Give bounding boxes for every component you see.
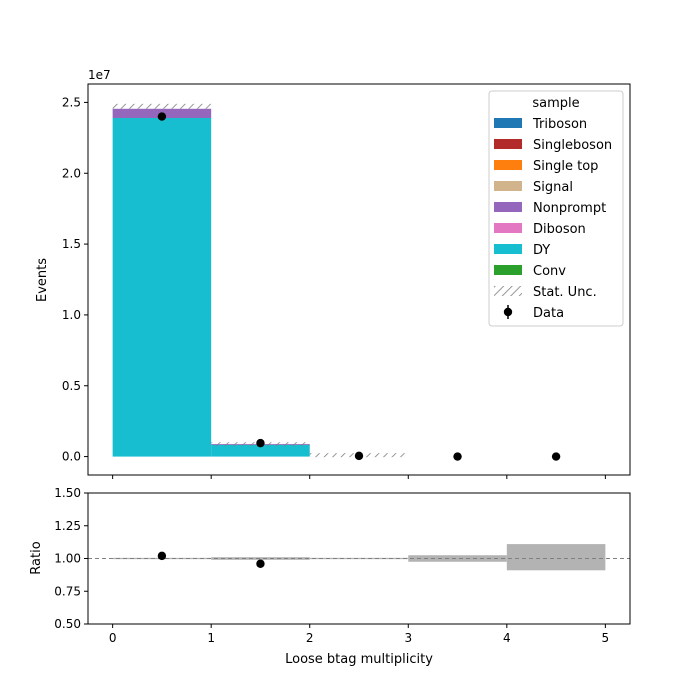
ratio-y-tick-label-3: 1.25 [54, 519, 81, 533]
x-tick-label-1: 1 [207, 631, 215, 645]
legend-swatch-conv [494, 265, 522, 275]
ratio-y-tick-label-4: 1.50 [54, 486, 81, 500]
legend-entry-triboson: Triboson [494, 117, 587, 132]
legend-entry-diboson: Diboson [494, 222, 586, 237]
x-axis-label: Loose btag multiplicity [285, 652, 433, 667]
ratio-y-tick-label-2: 1.00 [54, 552, 81, 566]
legend-entry-single-top: Single top [494, 159, 598, 174]
stack-bars [112, 108, 310, 457]
x-tick-label-0: 0 [109, 631, 117, 645]
legend-label-dy: DY [533, 243, 550, 258]
legend-label-single-top: Single top [533, 159, 598, 174]
stat-unc-bin-0 [112, 103, 212, 109]
ratio-plot: 0.50 0.75 1.00 1.25 1.50 0 1 2 3 4 5 Ratio Loose … [29, 486, 631, 667]
main-plot: 0.0 0.5 1.0 1.5 2.0 2.5 1e7 Events [35, 68, 631, 479]
legend-marker-data [503, 307, 513, 317]
legend-label-singleboson: Singleboson [533, 138, 612, 153]
x-tick-label-3: 3 [404, 631, 412, 645]
data-point-bin-0 [157, 112, 167, 121]
data-points [157, 112, 561, 461]
legend-frame [488, 90, 624, 327]
legend-label-conv: Conv [533, 264, 566, 279]
ratio-band-bin-1 [211, 557, 310, 560]
legend-label-data: Data [533, 306, 564, 321]
main-y-axis-label: Events [35, 258, 50, 302]
ratio-y-ticks: 0.50 0.75 1.00 1.25 1.50 [54, 486, 88, 631]
ratio-band-bin-2 [309, 557, 409, 560]
legend-entry-nonprompt: Nonprompt [494, 201, 606, 216]
legend-swatch-nonprompt [494, 202, 522, 212]
ratio-band-bin-4 [506, 544, 606, 571]
legend-title: sample [532, 96, 579, 111]
legend-label-nonprompt: Nonprompt [533, 201, 606, 216]
ratio-points [157, 551, 265, 568]
legend-swatch-diboson [494, 223, 522, 233]
main-x-ticks [112, 475, 606, 479]
data-point-bin-4 [551, 452, 561, 461]
legend-swatch-stat-unc [494, 286, 522, 296]
main-y-tick-label-5: 2.5 [62, 95, 81, 109]
main-y-tick-label-0: 0.0 [62, 450, 81, 464]
ratio-point-bin-1 [256, 559, 265, 568]
legend-entry-dy: DY [494, 243, 550, 258]
ratio-y-tick-label-0: 0.50 [54, 617, 81, 631]
main-y-tick-label-2: 1.0 [62, 308, 81, 322]
legend-label-diboson: Diboson [533, 222, 586, 237]
ratio-unc-bands [112, 544, 606, 571]
legend-entry-singleboson: Singleboson [494, 138, 612, 153]
legend-swatch-singleboson [494, 139, 522, 149]
x-tick-label-5: 5 [602, 631, 610, 645]
legend-label-stat-unc: Stat. Unc. [533, 285, 597, 300]
bar-dy-bin-1 [211, 444, 310, 457]
legend-entry-conv: Conv [494, 264, 566, 279]
main-y-tick-label-4: 2.0 [62, 166, 81, 180]
main-axes-frame [87, 83, 631, 476]
data-point-bin-1 [256, 438, 265, 448]
x-tick-label-2: 2 [306, 631, 314, 645]
ratio-point-bin-0 [157, 551, 167, 561]
ratio-y-tick-label-1: 0.75 [54, 584, 81, 598]
legend: sample Triboson Singleboson Single top Sign… [488, 90, 624, 327]
bar-dy-bin-0 [112, 118, 212, 457]
legend-swatch-single-top [494, 160, 522, 170]
legend-swatch-signal [494, 181, 522, 191]
main-y-tick-label-1: 0.5 [62, 379, 81, 393]
legend-label-triboson: Triboson [532, 117, 587, 132]
legend-swatch-triboson [494, 118, 522, 128]
legend-entry-data: Data [503, 305, 564, 321]
x-tick-label-4: 4 [503, 631, 511, 645]
data-point-bin-3 [453, 452, 462, 461]
ratio-x-ticks: 0 1 2 3 4 5 [109, 624, 609, 645]
ratio-y-axis-label: Ratio [29, 541, 44, 574]
main-y-ticks: 0.0 0.5 1.0 1.5 2.0 2.5 [62, 95, 88, 464]
y-offset-text: 1e7 [88, 68, 111, 82]
legend-entry-signal: Signal [494, 180, 573, 195]
ratio-band-bin-3 [408, 555, 507, 562]
legend-entry-stat-unc: Stat. Unc. [494, 285, 597, 300]
data-point-bin-2 [354, 451, 364, 461]
main-y-tick-label-3: 1.5 [62, 237, 81, 251]
legend-swatch-dy [494, 244, 522, 254]
legend-label-signal: Signal [533, 180, 573, 195]
